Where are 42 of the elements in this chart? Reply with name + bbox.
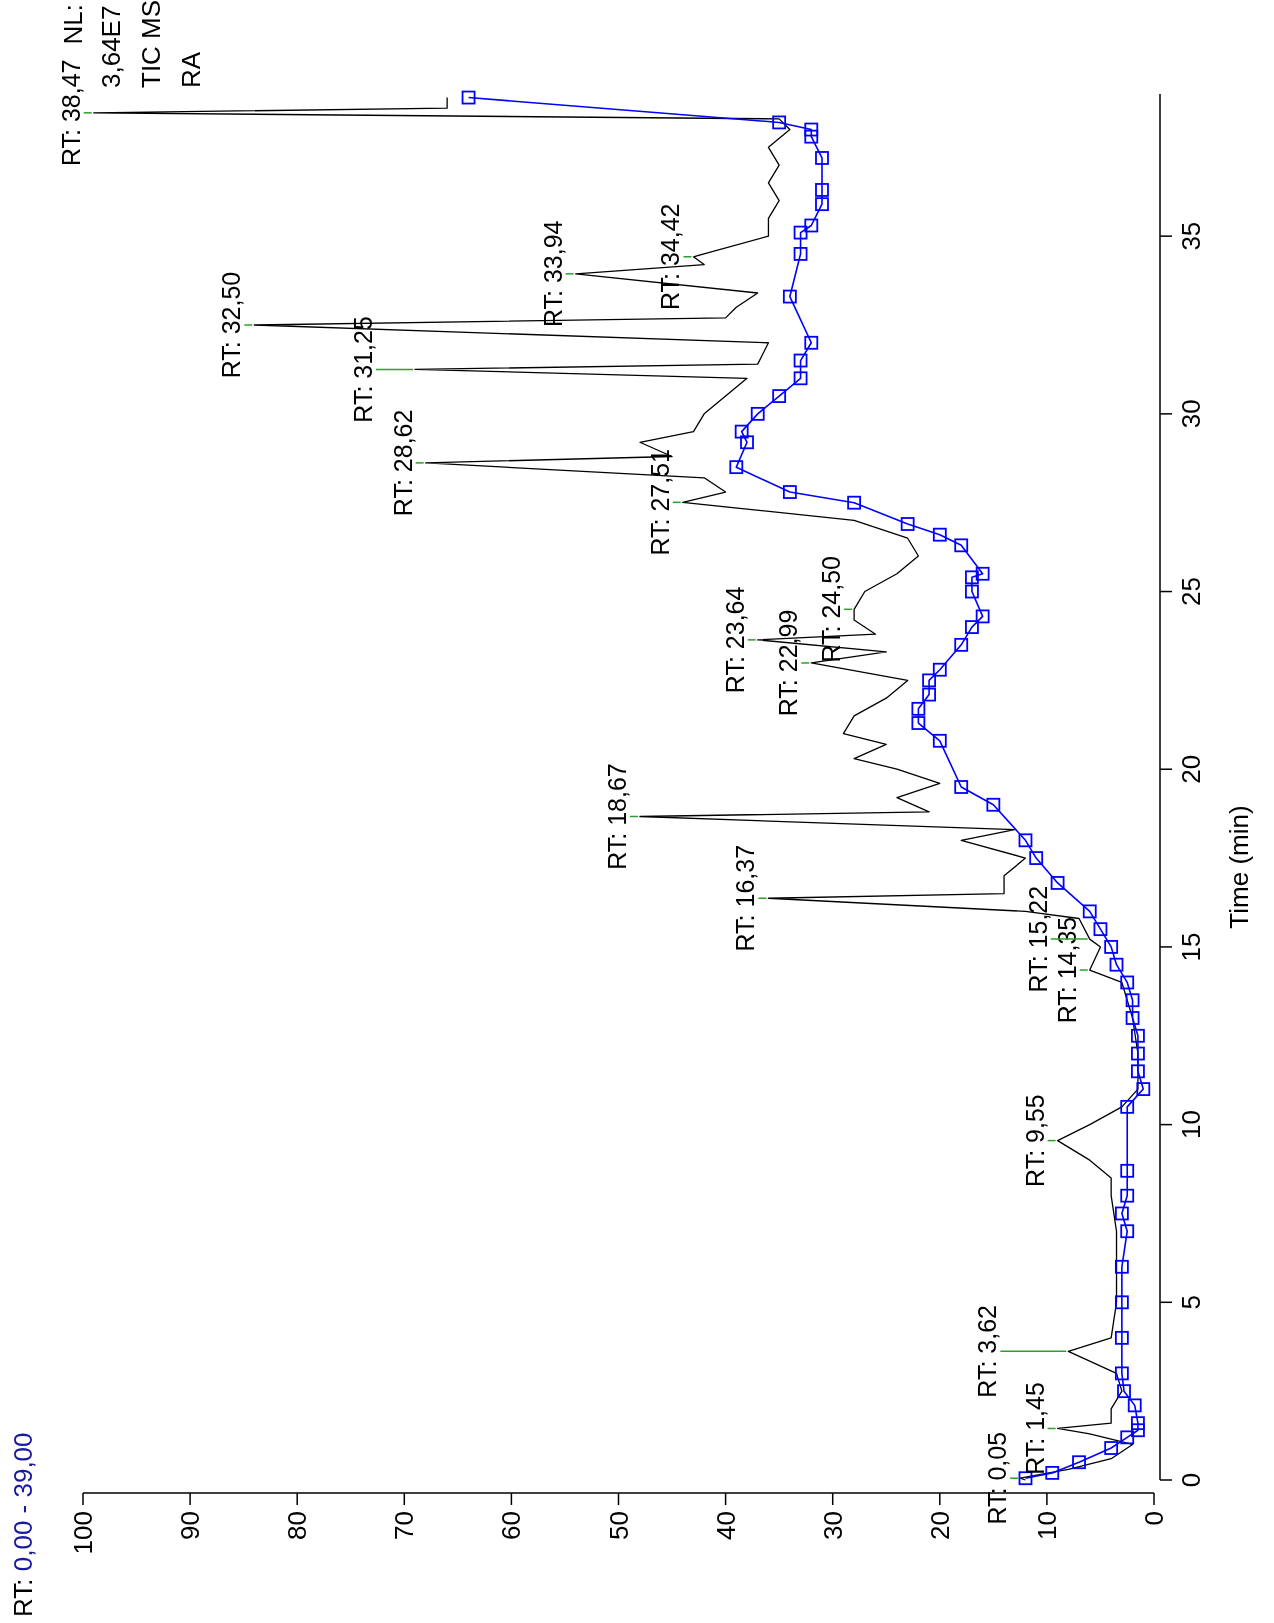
annotation: RT: 22,99 — [774, 609, 803, 717]
text: TIC MS — [136, 0, 166, 88]
x-tick-label: 100 — [68, 1511, 98, 1555]
y-tick-label: 30 — [1176, 399, 1206, 429]
annotation: RT: 34,42 — [656, 203, 685, 311]
y-tick-label: 5 — [1176, 1295, 1206, 1310]
x-tick-label: 10 — [1031, 1511, 1062, 1540]
text: 3,64E7 — [96, 5, 126, 88]
x-tick-label: 70 — [389, 1511, 420, 1540]
x-tick-label: 0 — [1139, 1511, 1169, 1526]
x-tick-label: 90 — [175, 1511, 206, 1540]
y-tick-label: 25 — [1176, 577, 1206, 606]
text: RT: 0,00 - 39,00 — [8, 1432, 38, 1617]
y-axis-title: Time (min) — [1224, 805, 1254, 929]
annotation: RT: 16,37 — [731, 844, 760, 952]
y-tick-label: 0 — [1176, 1472, 1206, 1488]
y-tick-label: 15 — [1176, 932, 1206, 962]
annotation: RT: 31,25 — [349, 316, 378, 423]
x-tick-label: 80 — [282, 1511, 313, 1540]
annotation: RT: 15,22 — [1023, 885, 1052, 993]
x-tick-label: 50 — [603, 1511, 634, 1540]
annotation: RT: 0,05 — [983, 1431, 1012, 1525]
annotation: RT: 28,62 — [388, 409, 417, 517]
annotation: RT: 23,64 — [720, 586, 749, 694]
annotation: RT: 32,50 — [217, 271, 246, 379]
text: RA — [176, 51, 206, 88]
y-tick-label: 10 — [1176, 1110, 1206, 1140]
x-tick-label: 30 — [817, 1511, 848, 1540]
annotation: RT: 14,35 — [1052, 916, 1081, 1024]
annotation: RT: 33,94 — [538, 220, 567, 328]
annotation: RT: 3,62 — [973, 1305, 1002, 1398]
x-tick-label: 60 — [496, 1511, 527, 1540]
x-tick-label: 20 — [924, 1511, 955, 1540]
annotation: RT: 27,51 — [645, 449, 674, 556]
x-tick-label: 40 — [710, 1511, 741, 1540]
y-tick-label: 20 — [1176, 754, 1206, 784]
annotation: RT: 1,45 — [1020, 1382, 1049, 1475]
text: NL: — [58, 4, 88, 45]
annotation: RT: 38,47 — [56, 59, 85, 167]
y-tick-label: 35 — [1176, 221, 1206, 251]
annotation: RT: 18,67 — [602, 763, 631, 870]
annotation: RT: 9,55 — [1020, 1094, 1049, 1187]
